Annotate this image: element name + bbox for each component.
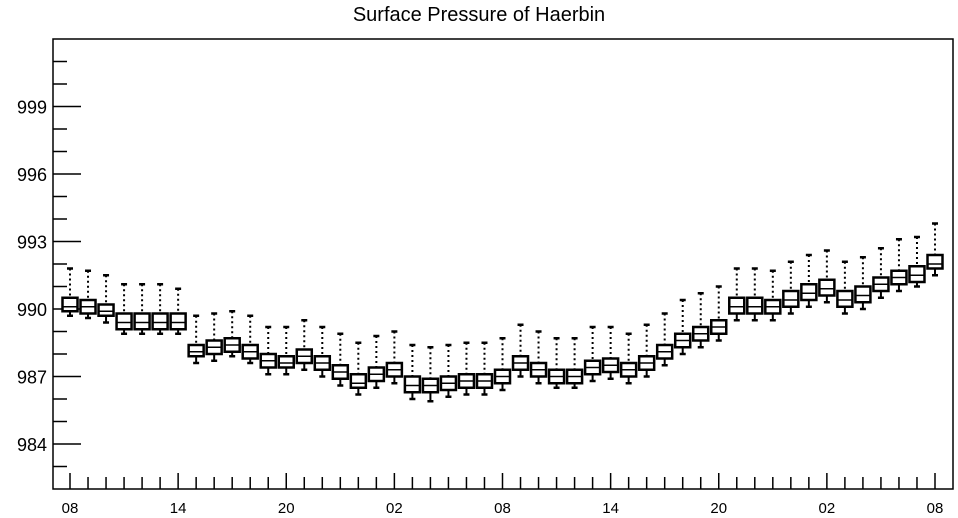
box-item [151, 283, 169, 335]
x-tick-label: 08 [62, 500, 79, 517]
x-tick-label: 20 [278, 500, 295, 517]
box [277, 355, 295, 369]
box [908, 265, 926, 284]
box-item [277, 325, 295, 376]
x-axis: 08 14 20 02 08 14 20 02 08 [62, 473, 944, 517]
box-item [547, 337, 566, 389]
y-tick-label: 999 [17, 98, 47, 118]
box-item [619, 332, 638, 385]
box-item [691, 292, 710, 349]
box-item [403, 343, 422, 401]
box-item [872, 247, 890, 299]
box-item [205, 312, 223, 362]
box-item [457, 341, 476, 396]
box [151, 312, 169, 331]
box-item [475, 341, 494, 396]
box-item [836, 260, 854, 315]
box-item [655, 312, 674, 367]
box [403, 375, 422, 394]
box [115, 312, 133, 331]
y-tick-label: 990 [17, 300, 47, 320]
box-item [710, 285, 728, 342]
box-item [511, 323, 530, 378]
box-item [890, 238, 908, 293]
y-tick-label: 987 [17, 368, 47, 388]
box-item [61, 267, 79, 317]
y-tick-label: 984 [17, 435, 47, 455]
box [728, 296, 746, 315]
box-item [385, 330, 404, 385]
x-tick-label: 14 [170, 500, 187, 517]
box-item [637, 323, 656, 378]
x-tick-label: 02 [386, 500, 403, 517]
box-item [313, 325, 332, 378]
box-item [926, 222, 944, 277]
x-tick-label: 14 [602, 500, 619, 517]
box-item [259, 325, 277, 376]
box [782, 289, 800, 308]
chart-title: Surface Pressure of Haerbin [352, 4, 606, 26]
box [187, 343, 205, 358]
box [800, 283, 818, 302]
box [349, 373, 368, 389]
box [133, 312, 151, 331]
box-item [169, 287, 187, 335]
box-item [728, 267, 746, 322]
box-item [367, 334, 386, 389]
x-tick-label: 08 [927, 500, 944, 517]
box-item [241, 314, 259, 365]
box-item [764, 269, 782, 322]
x-tick-label: 02 [819, 500, 836, 517]
box-item [133, 283, 151, 335]
box-item [115, 283, 133, 335]
box-item [349, 341, 368, 396]
box [169, 312, 187, 331]
box-item [331, 332, 350, 387]
box-item [854, 256, 872, 311]
box-item [493, 337, 512, 392]
plot-frame [52, 38, 954, 490]
box-item [565, 337, 584, 389]
y-tick-label: 996 [17, 165, 47, 185]
y-tick-label: 993 [17, 233, 47, 253]
box-item [601, 325, 620, 380]
box-item [908, 235, 926, 288]
box-item [583, 325, 602, 383]
y-axis: 984 987 990 993 996 999 [17, 60, 81, 468]
boxes [61, 222, 944, 403]
box [61, 296, 79, 313]
box [97, 303, 115, 317]
box [836, 289, 854, 308]
box-item [782, 260, 800, 315]
box-item [818, 249, 836, 304]
box-item [79, 269, 97, 320]
x-tick-label: 08 [494, 500, 511, 517]
box-item [439, 343, 458, 398]
box-item [187, 314, 205, 365]
box-item [746, 267, 764, 322]
box-item [421, 346, 440, 403]
box-item [295, 319, 314, 371]
box [854, 285, 872, 304]
box-item [673, 298, 692, 356]
box [746, 296, 764, 315]
x-tick-label: 20 [710, 500, 727, 517]
box-item [223, 310, 241, 358]
box [926, 253, 944, 270]
box-item [529, 330, 548, 385]
box [818, 278, 836, 297]
box-item [800, 253, 818, 308]
box-item [97, 274, 115, 324]
